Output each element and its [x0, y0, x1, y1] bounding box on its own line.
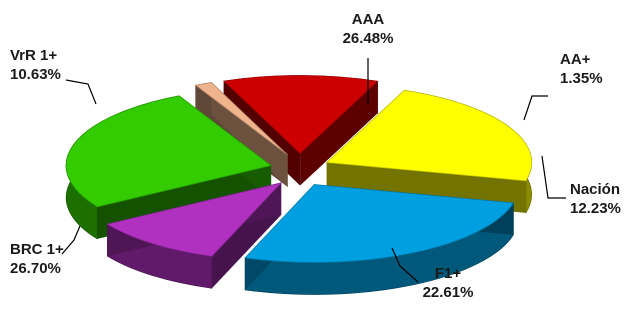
leader-line-1	[523, 95, 548, 121]
slice-0	[65, 95, 273, 208]
slice-value-label-3: 22.61%	[423, 284, 474, 301]
slice-tops	[65, 75, 533, 263]
slice-label-5: VrR 1+	[10, 47, 57, 64]
slice-label-4: BRC 1+	[10, 241, 64, 258]
slice-label-1: AA+	[560, 51, 591, 68]
slice-value-label-4: 26.70%	[10, 260, 61, 277]
slice-value-label-1: 1.35%	[560, 70, 603, 87]
slice-label-2: Nación	[570, 181, 620, 198]
slice-5	[106, 182, 283, 257]
slice-4	[244, 184, 515, 263]
leader-line-5	[65, 79, 97, 105]
slice-value-label-0: 26.48%	[343, 30, 394, 47]
slice-value-label-5: 10.63%	[10, 66, 61, 83]
slice-1	[194, 82, 288, 156]
slice-radial-wall-2	[300, 81, 378, 186]
slice-value-label-2: 12.23%	[570, 200, 621, 217]
leader-line-2	[541, 155, 566, 199]
slice-2	[223, 75, 379, 155]
slice-label-3: F1+	[435, 265, 462, 282]
leader-line-4	[61, 225, 81, 255]
leader-lines	[61, 58, 566, 283]
leader-line-3	[391, 247, 419, 283]
slice-label-0: AAA	[352, 11, 385, 28]
slice-labels: AAA 26.48% AA+ 1.35% Nación 12.23% F1+ 22.61% BR…	[10, 11, 621, 301]
slice-3	[325, 89, 533, 182]
